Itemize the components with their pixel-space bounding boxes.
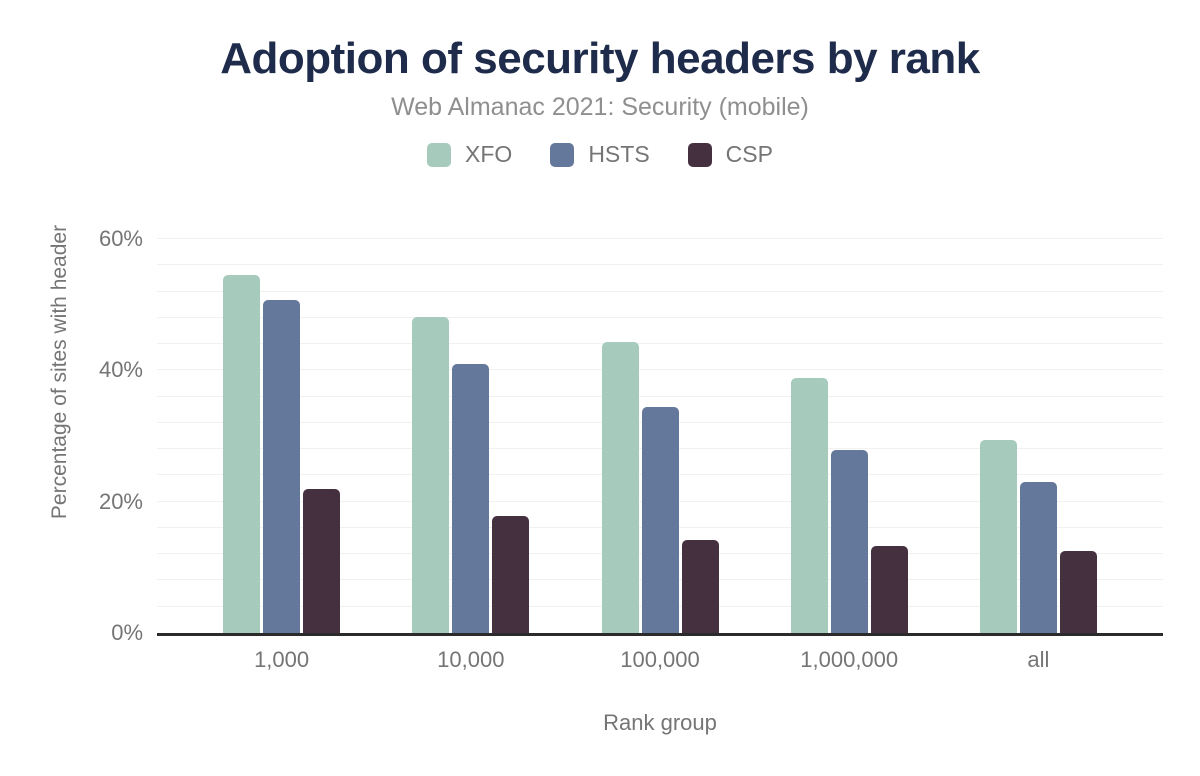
y-tick-label: 60% bbox=[98, 226, 143, 251]
bar-xfo-1000000 bbox=[790, 378, 828, 633]
bar-hsts-1000000 bbox=[830, 449, 868, 633]
gridline bbox=[157, 290, 1163, 292]
bar-xfo-10000 bbox=[412, 317, 450, 633]
legend-label: CSP bbox=[725, 141, 773, 167]
legend-swatch-icon bbox=[687, 142, 712, 167]
chart: Adoption of security headers by rank Web… bbox=[0, 34, 1200, 735]
bar-groups: 1,000 10,000 100,000 1,000,000 all bbox=[157, 239, 1163, 672]
gridline bbox=[157, 264, 1163, 266]
bar-group-10000: 10,000 bbox=[376, 239, 565, 672]
bar-xfo-all bbox=[979, 439, 1017, 633]
y-tick-label: 0% bbox=[111, 620, 143, 645]
x-tick-label: 100,000 bbox=[620, 647, 700, 672]
bar-csp-1000 bbox=[303, 488, 341, 633]
gridline bbox=[157, 395, 1163, 397]
bar-hsts-all bbox=[1019, 482, 1057, 633]
legend-label: HSTS bbox=[588, 141, 650, 167]
chart-title: Adoption of security headers by rank bbox=[220, 34, 980, 83]
legend-swatch-icon bbox=[550, 142, 575, 167]
y-tick-label: 20% bbox=[98, 488, 143, 514]
legend: XFO HSTS CSP bbox=[0, 141, 1200, 168]
gridline bbox=[157, 343, 1163, 345]
gridline bbox=[157, 369, 1163, 371]
bar-group-100000: 100,000 bbox=[565, 239, 754, 672]
plot-area: 1,000 10,000 100,000 1,000,000 all bbox=[157, 238, 1163, 672]
x-axis-title: Rank group bbox=[603, 710, 717, 735]
x-tick-label: 1,000,000 bbox=[800, 647, 899, 672]
gridline bbox=[157, 238, 1163, 239]
bar-xfo-1000 bbox=[223, 274, 261, 633]
bar-hsts-10000 bbox=[452, 364, 490, 633]
legend-item-hsts: HSTS bbox=[550, 141, 650, 168]
bar-csp-10000 bbox=[492, 516, 530, 633]
chart-subtitle: Web Almanac 2021: Security (mobile) bbox=[391, 93, 809, 121]
bar-xfo-100000 bbox=[601, 342, 639, 633]
bar-group-1000: 1,000 bbox=[187, 239, 376, 672]
bar-hsts-1000 bbox=[263, 300, 301, 633]
bar-csp-100000 bbox=[681, 540, 719, 633]
bar-group-1000000: 1,000,000 bbox=[755, 239, 944, 672]
bar-hsts-100000 bbox=[641, 407, 679, 633]
y-axis-ticks: 0% 20% 40% 60% bbox=[60, 227, 143, 645]
x-tick-label: all bbox=[1027, 647, 1050, 672]
legend-swatch-icon bbox=[427, 142, 452, 167]
y-tick-label: 40% bbox=[98, 357, 143, 383]
x-tick-label: 10,000 bbox=[437, 647, 505, 672]
x-tick-label: 1,000 bbox=[254, 647, 310, 672]
bar-csp-1000000 bbox=[870, 546, 908, 633]
bar-csp-all bbox=[1059, 550, 1097, 633]
legend-label: XFO bbox=[465, 141, 513, 167]
legend-item-csp: CSP bbox=[687, 141, 773, 168]
bar-group-all: all bbox=[944, 239, 1133, 672]
legend-item-xfo: XFO bbox=[427, 141, 512, 168]
gridline bbox=[157, 316, 1163, 318]
